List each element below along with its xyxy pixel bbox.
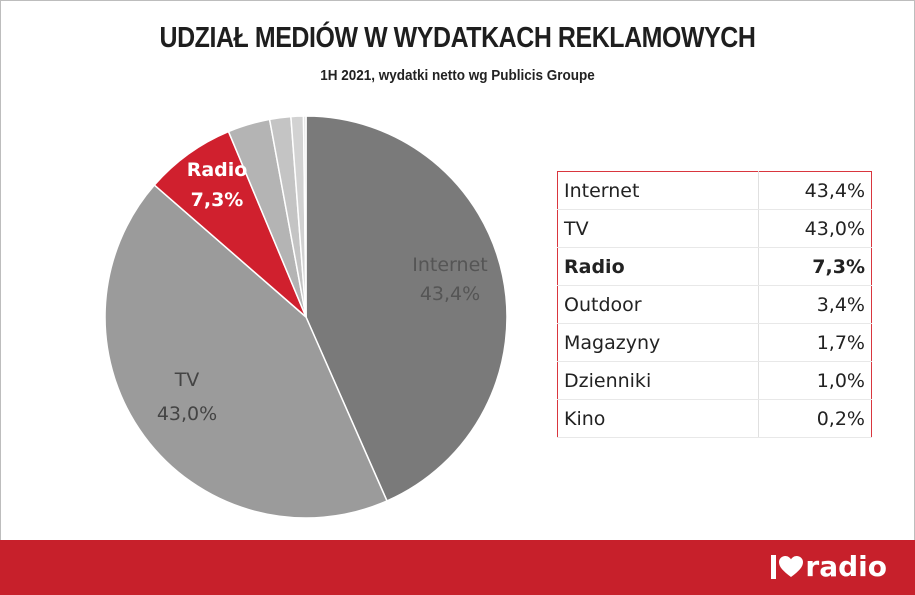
slice-label-tv: TV — [174, 369, 200, 391]
slice-label-radio: Radio — [187, 159, 248, 181]
table-cell-name: Magazyny — [557, 323, 759, 362]
logo-i-mark — [771, 554, 777, 579]
chart-subtitle: 1H 2021, wydatki netto wg Publicis Group… — [320, 67, 595, 84]
pie-chart: Internet 43,4% TV 43,0% Radio 7,3% — [104, 115, 508, 519]
table-row: TV 43,0% — [557, 209, 872, 248]
table-row: Outdoor 3,4% — [557, 285, 872, 324]
chart-title: UDZIAŁ MEDIÓW W WYDATKACH REKLAMOWYCH — [159, 22, 756, 54]
pie-slice-tv — [104, 183, 388, 519]
table-cell-name: Outdoor — [557, 285, 759, 324]
table-cell-name: Dzienniki — [557, 361, 759, 400]
table-row: Kino 0,2% — [557, 399, 872, 438]
pie-slice-kino — [302, 115, 307, 318]
slice-value-tv: 43,0% — [157, 403, 217, 425]
table-cell-name: Kino — [557, 399, 759, 438]
slice-label-internet: Internet — [412, 254, 487, 276]
footer-bar: radio — [0, 540, 915, 595]
table-cell-value: 3,4% — [758, 285, 872, 324]
table-cell-value: 43,4% — [758, 171, 872, 210]
legend-table: Internet 43,4% TV 43,0% Radio 7,3% Outdoor 3,4%… — [557, 171, 872, 438]
slice-value-radio: 7,3% — [191, 189, 244, 211]
table-cell-value: 7,3% — [758, 247, 872, 286]
logo: radio — [771, 550, 887, 583]
heart-icon — [779, 555, 804, 577]
table-cell-name: TV — [557, 209, 759, 248]
table-cell-name: Radio — [557, 247, 759, 286]
slice-value-internet: 43,4% — [420, 283, 480, 305]
table-row: Magazyny 1,7% — [557, 323, 872, 362]
table-cell-value: 1,0% — [758, 361, 872, 400]
table-cell-name: Internet — [557, 171, 759, 210]
pie-slice-internet — [305, 115, 508, 502]
table-cell-value: 1,7% — [758, 323, 872, 362]
logo-text: radio — [805, 550, 887, 583]
table-row: Radio 7,3% — [557, 247, 872, 286]
table-cell-value: 43,0% — [758, 209, 872, 248]
table-row: Internet 43,4% — [557, 171, 872, 210]
table-row: Dzienniki 1,0% — [557, 361, 872, 400]
table-cell-value: 0,2% — [758, 399, 872, 438]
